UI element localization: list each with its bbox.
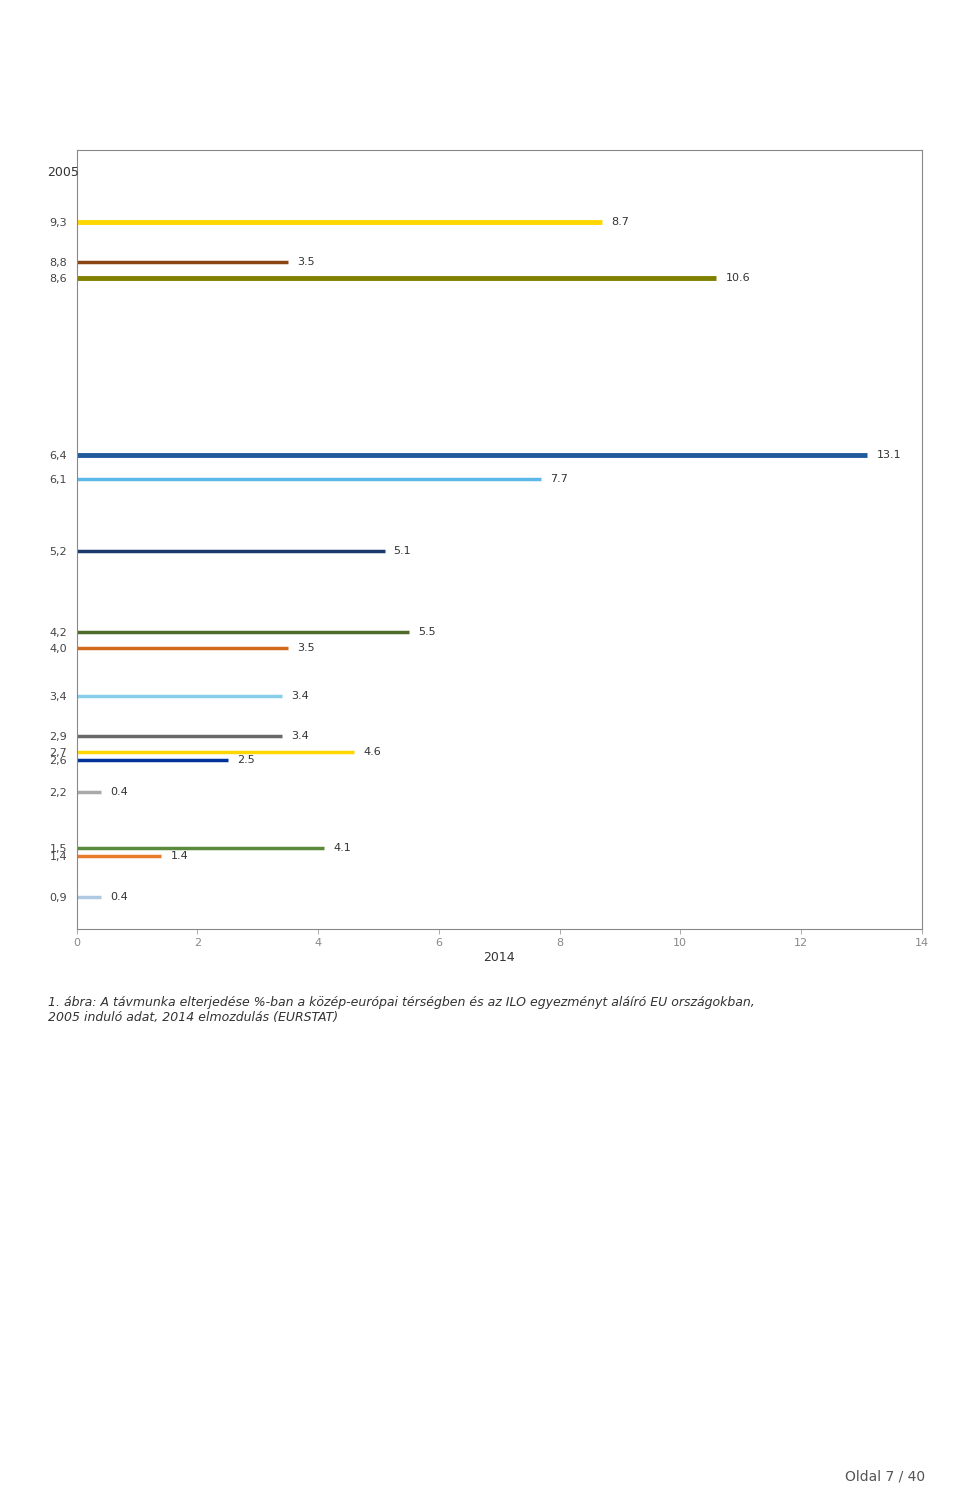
Text: 10.6: 10.6 (726, 273, 750, 283)
Text: 8.7: 8.7 (611, 217, 629, 228)
Text: 0.4: 0.4 (110, 891, 128, 902)
Text: 3.4: 3.4 (291, 691, 309, 701)
Text: 1.4: 1.4 (170, 851, 188, 861)
Text: Oldal 7 / 40: Oldal 7 / 40 (845, 1470, 924, 1483)
Text: 7.7: 7.7 (550, 473, 568, 484)
Text: 5.5: 5.5 (418, 626, 436, 637)
Text: 3.5: 3.5 (297, 258, 315, 267)
Text: 0.4: 0.4 (110, 788, 128, 797)
Text: 3.4: 3.4 (291, 731, 309, 742)
Text: 2.5: 2.5 (237, 755, 254, 765)
X-axis label: 2014: 2014 (484, 951, 515, 965)
Text: 3.5: 3.5 (297, 643, 315, 653)
Text: 4.1: 4.1 (333, 843, 351, 854)
Text: 5.1: 5.1 (394, 547, 411, 556)
Text: 2005: 2005 (47, 166, 79, 178)
Text: 4.6: 4.6 (364, 748, 381, 756)
Text: 1. ábra: A távmunka elterjedése %-ban a közép-európai térségben és az ILO egyezm: 1. ábra: A távmunka elterjedése %-ban a … (48, 996, 755, 1025)
Text: 13.1: 13.1 (876, 449, 901, 460)
